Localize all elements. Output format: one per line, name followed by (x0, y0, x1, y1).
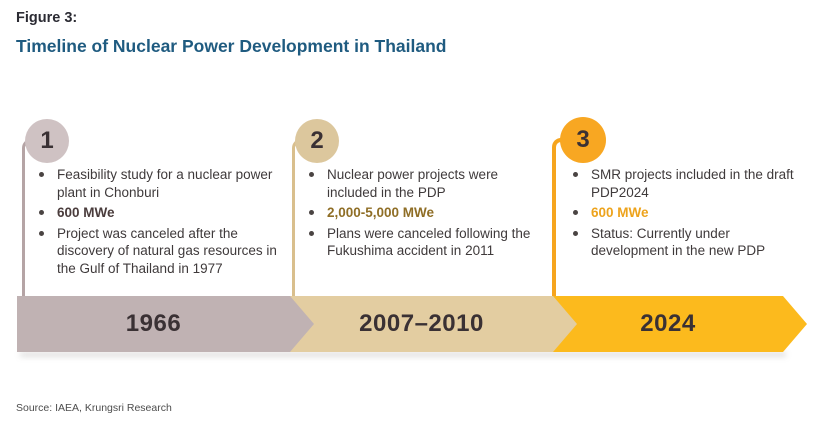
stage-1-bullet-list: Feasibility study for a nuclear power pl… (36, 166, 288, 280)
stage-1-number: 1 (40, 127, 54, 154)
bullet-item: SMR projects included in the draft PDP20… (570, 166, 796, 201)
bullet-item: Feasibility study for a nuclear power pl… (36, 166, 288, 201)
bullet-text: Status: Currently under development in t… (591, 225, 766, 259)
timeline-segment-1966: 1966 (17, 296, 314, 352)
bullet-item-capacity: 600 MWe (570, 204, 796, 222)
bullet-text: SMR projects included in the draft PDP20… (591, 167, 794, 200)
bullet-item-capacity: 2,000-5,000 MWe (306, 204, 538, 222)
source-note: Source: IAEA, Krungsri Research (16, 402, 172, 414)
bullet-dot-icon (39, 172, 44, 177)
stage-2-bullet-list: Nuclear power projects were included in … (306, 166, 538, 263)
timeline-year-label: 2024 (640, 310, 696, 337)
stage-3-number-badge: 3 (560, 117, 606, 163)
bullet-item-capacity: 600 MWe (36, 204, 288, 222)
bullet-dot-icon (309, 172, 314, 177)
stage-2-number-badge: 2 (295, 119, 339, 163)
bullet-text: 600 MWe (57, 205, 115, 220)
bullet-dot-icon (39, 230, 44, 236)
bullet-text: Nuclear power projects were included in … (327, 167, 499, 200)
timeline-shadow (20, 352, 786, 357)
bullet-text: Feasibility study for a nuclear power pl… (57, 167, 273, 200)
bullet-dot-icon (573, 172, 578, 177)
bullet-item: Plans were canceled following the Fukush… (306, 225, 538, 260)
timeline-segment-2024: 2024 (553, 296, 807, 352)
bullet-dot-icon (573, 210, 578, 215)
bullet-text: 2,000-5,000 MWe (327, 205, 435, 220)
figure-label: Figure 3: (16, 10, 78, 26)
stage-3-bullet-list: SMR projects included in the draft PDP20… (570, 166, 796, 263)
stage-1-number-badge: 1 (25, 119, 69, 163)
bullet-text: Project was canceled after the discovery… (57, 225, 277, 276)
stage-2-number: 2 (310, 127, 324, 154)
timeline-segment-2007-2010: 2007–2010 (290, 296, 577, 352)
bullet-dot-icon (309, 230, 314, 236)
page-title: Timeline of Nuclear Power Development in… (16, 36, 447, 56)
bullet-dot-icon (573, 230, 578, 236)
stage-3-number: 3 (576, 126, 590, 153)
bullet-dot-icon (39, 210, 44, 215)
timeline-year-label: 1966 (125, 310, 182, 337)
timeline-year-label: 2007–2010 (359, 310, 484, 337)
bullet-item: Status: Currently under development in t… (570, 225, 796, 260)
bullet-item: Project was canceled after the discovery… (36, 225, 288, 278)
bullet-item: Nuclear power projects were included in … (306, 166, 538, 201)
bullet-text: 600 MWe (591, 205, 649, 220)
bullet-text: Plans were canceled following the Fukush… (327, 225, 531, 259)
bullet-dot-icon (309, 210, 314, 215)
timeline-bar: 1966 2007–2010 2024 (0, 296, 840, 352)
